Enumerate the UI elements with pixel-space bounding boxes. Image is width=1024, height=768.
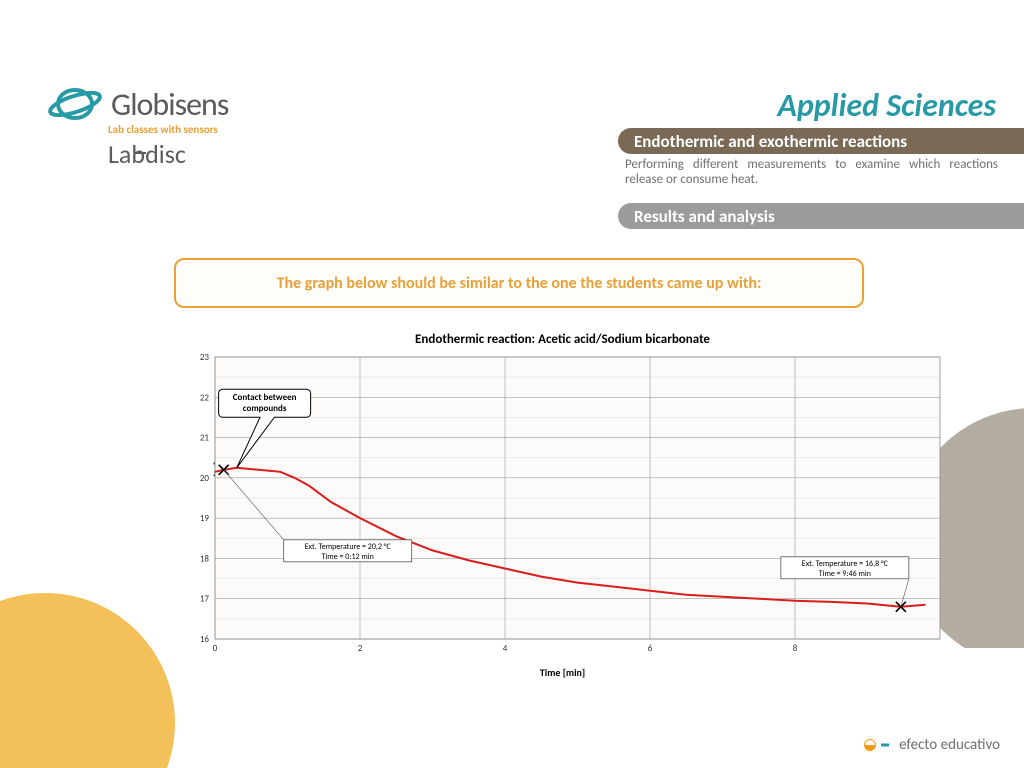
svg-text:17: 17 xyxy=(200,594,210,605)
instruction-text: The graph below should be similar to the… xyxy=(277,274,762,293)
svg-text:22: 22 xyxy=(200,392,210,403)
globe-icon xyxy=(48,82,103,127)
chart-container: Endothermic reaction: Acetic acid/Sodium… xyxy=(175,332,950,667)
instruction-callout: The graph below should be similar to the… xyxy=(174,258,864,308)
svg-text:Contact between: Contact between xyxy=(233,392,297,403)
footer-text: efecto educativo xyxy=(899,736,1000,754)
logo-block: Globisens Lab classes with sensors Labdi… xyxy=(48,82,278,170)
section-bar: Results and analysis xyxy=(618,203,1024,229)
decor-yellow-circle xyxy=(0,588,180,768)
logo-tagline: Lab classes with sensors xyxy=(108,123,278,136)
svg-text:Ext. Temperature = 16,8 °C: Ext. Temperature = 16,8 °C xyxy=(802,559,889,569)
topic-bar: Endothermic and exothermic reactions xyxy=(618,128,1024,154)
ea-icon xyxy=(863,736,891,754)
svg-text:6: 6 xyxy=(648,643,653,654)
chart-xlabel: Time [min] xyxy=(540,666,585,679)
svg-text:Ext. Temperature = 20,2 °C: Ext. Temperature = 20,2 °C xyxy=(305,542,392,552)
svg-text:2: 2 xyxy=(358,643,363,654)
svg-text:0: 0 xyxy=(213,643,218,654)
svg-text:compounds: compounds xyxy=(243,403,287,414)
logo-product: Labdisc xyxy=(108,138,278,170)
svg-text:Time = 9:46 min: Time = 9:46 min xyxy=(819,569,871,579)
svg-text:20: 20 xyxy=(200,473,210,484)
chart-title: Endothermic reaction: Acetic acid/Sodium… xyxy=(175,332,950,347)
svg-text:18: 18 xyxy=(200,553,210,564)
topic-description: Performing different measurements to exa… xyxy=(625,157,998,187)
footer-logo: efecto educativo xyxy=(863,736,1000,754)
svg-text:8: 8 xyxy=(793,643,798,654)
svg-text:23: 23 xyxy=(200,352,210,363)
svg-text:21: 21 xyxy=(200,433,210,444)
svg-text:Time = 0:12 min: Time = 0:12 min xyxy=(322,552,374,562)
chart-svg: 16 17 18 19 20 21 22 23 0 2 4 6 8 Ext. Temperature = … xyxy=(175,351,950,661)
page-title: Applied Sciences xyxy=(777,86,996,125)
svg-text:4: 4 xyxy=(503,643,508,654)
svg-text:16: 16 xyxy=(200,634,210,645)
logo-text: Globisens xyxy=(111,85,228,124)
svg-text:19: 19 xyxy=(200,513,210,524)
